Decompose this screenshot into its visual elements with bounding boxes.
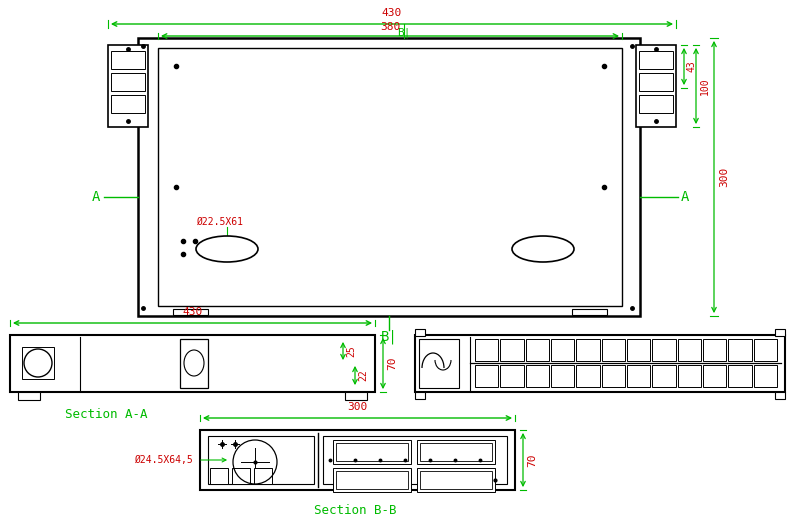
Bar — [336, 443, 408, 461]
Bar — [653, 339, 675, 361]
Text: A: A — [92, 190, 100, 204]
Bar — [232, 468, 250, 484]
Text: 100: 100 — [700, 77, 710, 95]
Text: Section A-A: Section A-A — [65, 408, 148, 421]
Bar — [678, 365, 701, 387]
Bar — [728, 339, 752, 361]
Bar — [500, 365, 524, 387]
Text: B|: B| — [380, 330, 398, 345]
Bar — [420, 471, 492, 489]
Bar — [420, 443, 492, 461]
Bar — [415, 335, 785, 392]
Text: 70: 70 — [527, 453, 537, 467]
Bar — [108, 45, 148, 127]
Bar — [653, 365, 675, 387]
Bar — [636, 45, 676, 127]
Bar — [180, 339, 208, 388]
Bar — [10, 335, 375, 392]
Bar — [576, 365, 600, 387]
Text: 70: 70 — [387, 357, 397, 370]
Text: Ø22.5X61: Ø22.5X61 — [196, 217, 243, 227]
Bar — [415, 392, 425, 399]
Bar — [627, 339, 650, 361]
Bar — [475, 339, 499, 361]
Text: 300: 300 — [347, 402, 368, 412]
Bar — [419, 339, 459, 388]
Bar — [417, 440, 495, 464]
Bar — [208, 436, 314, 484]
Ellipse shape — [184, 350, 204, 376]
Bar — [111, 73, 145, 91]
Text: 430: 430 — [382, 8, 402, 18]
Text: A: A — [681, 190, 690, 204]
Bar — [551, 339, 574, 361]
Bar — [22, 347, 54, 379]
Text: Ø24.5X64,5: Ø24.5X64,5 — [134, 455, 193, 465]
Bar — [572, 309, 607, 315]
Bar — [200, 430, 515, 490]
Bar — [111, 51, 145, 69]
Bar — [475, 365, 499, 387]
Bar — [602, 365, 625, 387]
Text: B|: B| — [397, 27, 411, 38]
Text: 300: 300 — [719, 167, 729, 187]
Text: 22: 22 — [358, 370, 368, 382]
Bar — [138, 38, 640, 316]
Bar — [678, 339, 701, 361]
Text: @tecpoo.com: @tecpoo.com — [398, 201, 522, 219]
Bar — [627, 365, 650, 387]
Bar — [323, 436, 507, 484]
Bar — [210, 468, 228, 484]
Bar — [336, 471, 408, 489]
Bar — [111, 95, 145, 113]
Bar — [333, 468, 411, 492]
Bar — [639, 51, 673, 69]
Bar — [775, 392, 785, 399]
Bar — [639, 95, 673, 113]
Bar — [728, 365, 752, 387]
Bar — [703, 339, 727, 361]
Ellipse shape — [512, 236, 574, 262]
Text: 380: 380 — [380, 22, 400, 32]
Text: 430: 430 — [182, 307, 203, 317]
Bar — [602, 339, 625, 361]
Text: Section B-B: Section B-B — [314, 504, 396, 516]
Text: 43: 43 — [687, 61, 697, 73]
Bar — [639, 73, 673, 91]
Bar — [333, 440, 411, 464]
Bar — [525, 339, 549, 361]
Bar — [417, 468, 495, 492]
Bar — [173, 309, 208, 315]
Bar — [500, 339, 524, 361]
Bar — [753, 365, 777, 387]
Bar — [703, 365, 727, 387]
Bar — [345, 392, 367, 400]
Bar — [18, 392, 40, 400]
Bar — [415, 329, 425, 336]
Bar — [775, 329, 785, 336]
Bar — [158, 48, 622, 306]
Bar — [753, 339, 777, 361]
Ellipse shape — [196, 236, 258, 262]
Bar — [551, 365, 574, 387]
Bar — [576, 339, 600, 361]
Bar — [525, 365, 549, 387]
Bar — [254, 468, 272, 484]
Text: 25: 25 — [346, 345, 356, 357]
